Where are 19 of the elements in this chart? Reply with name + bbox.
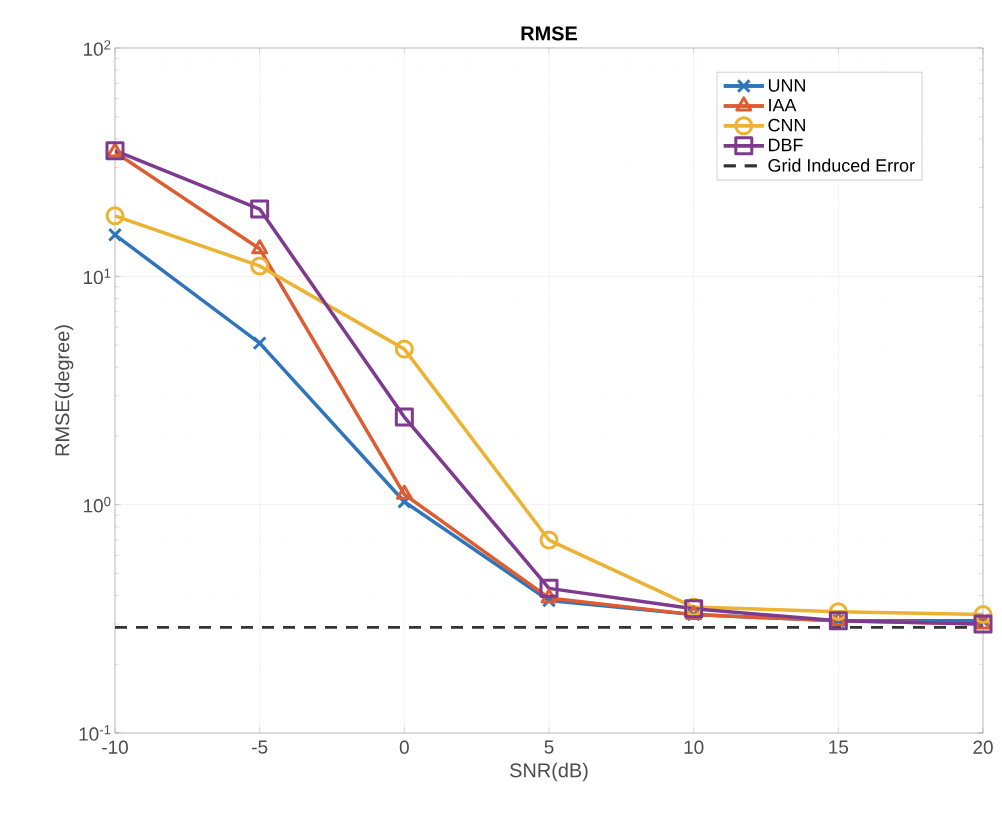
y-tick-label: 10$^{1}$ <box>84 268 111 285</box>
x-tick-label: 15 <box>829 740 849 754</box>
legend-label: Grid Induced Error <box>768 158 915 172</box>
y-tick-label: 10$^{-1}$ <box>79 725 111 741</box>
x-tick-label: 10 <box>684 740 704 754</box>
y-axis-title: RMSE(degree) <box>54 325 74 456</box>
chart-title: RMSE <box>521 26 578 41</box>
legend-label: CNN <box>768 118 805 132</box>
y-tick-label: 10$^{2}$ <box>84 40 111 56</box>
x-tick-label: -5 <box>252 740 268 754</box>
x-axis-title: SNR(dB) <box>510 762 588 782</box>
y-tick-label: 10$^{0}$ <box>84 496 111 513</box>
legend-label: UNN <box>768 79 805 92</box>
legend-label: IAA <box>769 98 797 112</box>
x-tick-label: 20 <box>973 740 993 754</box>
x-tick-label: -10 <box>102 740 128 754</box>
x-tick-label: 0 <box>399 740 409 754</box>
x-tick-label: 5 <box>544 740 554 754</box>
legend-label: DBF <box>769 138 803 152</box>
